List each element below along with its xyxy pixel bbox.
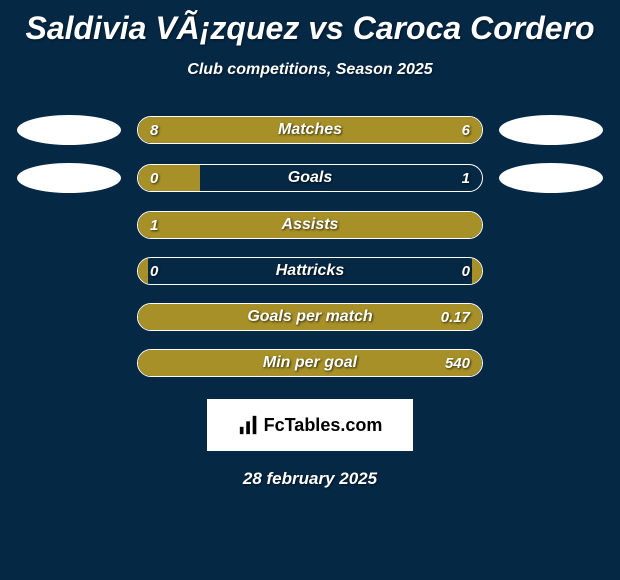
stat-bar: 540Min per goal — [137, 349, 483, 377]
stat-row: 00Hattricks — [10, 257, 610, 285]
left-team-oval — [17, 163, 121, 193]
bar-chart-icon — [238, 414, 260, 436]
stat-bar: 86Matches — [137, 116, 483, 144]
stat-bar: 01Goals — [137, 164, 483, 192]
stat-label: Assists — [138, 212, 482, 238]
comparison-title: Saldivia VÃ¡zquez vs Caroca Cordero — [0, 0, 620, 47]
stat-label: Goals — [138, 165, 482, 191]
stat-row: 540Min per goal — [10, 349, 610, 377]
stat-row: 0.17Goals per match — [10, 303, 610, 331]
stat-bar: 1Assists — [137, 211, 483, 239]
logo-text: FcTables.com — [264, 415, 383, 436]
stat-label: Hattricks — [138, 258, 482, 284]
stat-label: Goals per match — [138, 304, 482, 330]
right-team-oval — [499, 115, 603, 145]
logo-box: FcTables.com — [207, 399, 413, 451]
comparison-subtitle: Club competitions, Season 2025 — [0, 61, 620, 79]
left-team-oval — [17, 115, 121, 145]
stat-label: Matches — [138, 117, 482, 143]
stat-row: 01Goals — [10, 163, 610, 193]
stat-row: 86Matches — [10, 115, 610, 145]
stat-bar: 0.17Goals per match — [137, 303, 483, 331]
right-team-oval — [499, 163, 603, 193]
stat-bar: 00Hattricks — [137, 257, 483, 285]
stat-label: Min per goal — [138, 350, 482, 376]
stats-container: 86Matches 01Goals 1Assists 00Hattricks 0.17G… — [0, 115, 620, 377]
comparison-date: 28 february 2025 — [0, 469, 620, 489]
stat-row: 1Assists — [10, 211, 610, 239]
